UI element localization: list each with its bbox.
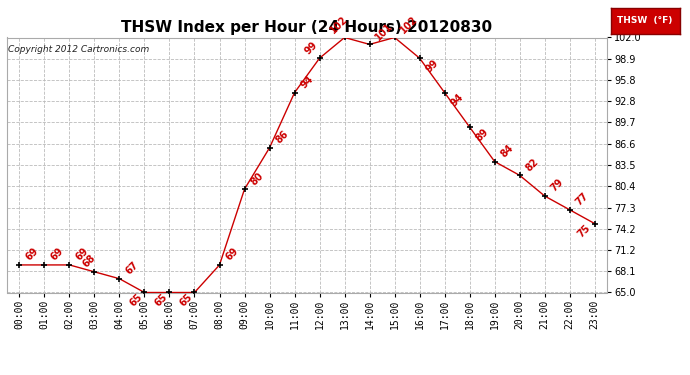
Text: 84: 84 [499, 142, 515, 159]
Text: THSW  (°F): THSW (°F) [618, 16, 673, 25]
Text: 79: 79 [549, 177, 565, 194]
Text: 94: 94 [299, 74, 315, 90]
Text: 69: 69 [224, 246, 240, 263]
Text: 101: 101 [374, 21, 395, 42]
Text: 67: 67 [124, 260, 140, 276]
Text: 102: 102 [399, 14, 420, 35]
Text: 69: 69 [74, 246, 90, 263]
Text: 99: 99 [424, 57, 440, 74]
Text: 65: 65 [178, 292, 195, 308]
Text: Copyright 2012 Cartronics.com: Copyright 2012 Cartronics.com [8, 45, 149, 54]
Text: 102: 102 [328, 14, 349, 35]
Text: 75: 75 [575, 223, 592, 240]
Text: 69: 69 [48, 246, 65, 263]
Title: THSW Index per Hour (24 Hours) 20120830: THSW Index per Hour (24 Hours) 20120830 [121, 20, 493, 35]
Text: 68: 68 [81, 253, 97, 270]
Text: 99: 99 [303, 39, 319, 56]
Text: 80: 80 [248, 170, 266, 187]
Text: 65: 65 [128, 292, 144, 308]
Text: 86: 86 [274, 129, 290, 146]
Text: 94: 94 [448, 92, 465, 108]
Text: 65: 65 [152, 292, 170, 308]
Text: 89: 89 [474, 126, 491, 143]
Text: 77: 77 [574, 191, 591, 208]
Text: 82: 82 [524, 156, 540, 173]
Text: 69: 69 [23, 246, 40, 263]
